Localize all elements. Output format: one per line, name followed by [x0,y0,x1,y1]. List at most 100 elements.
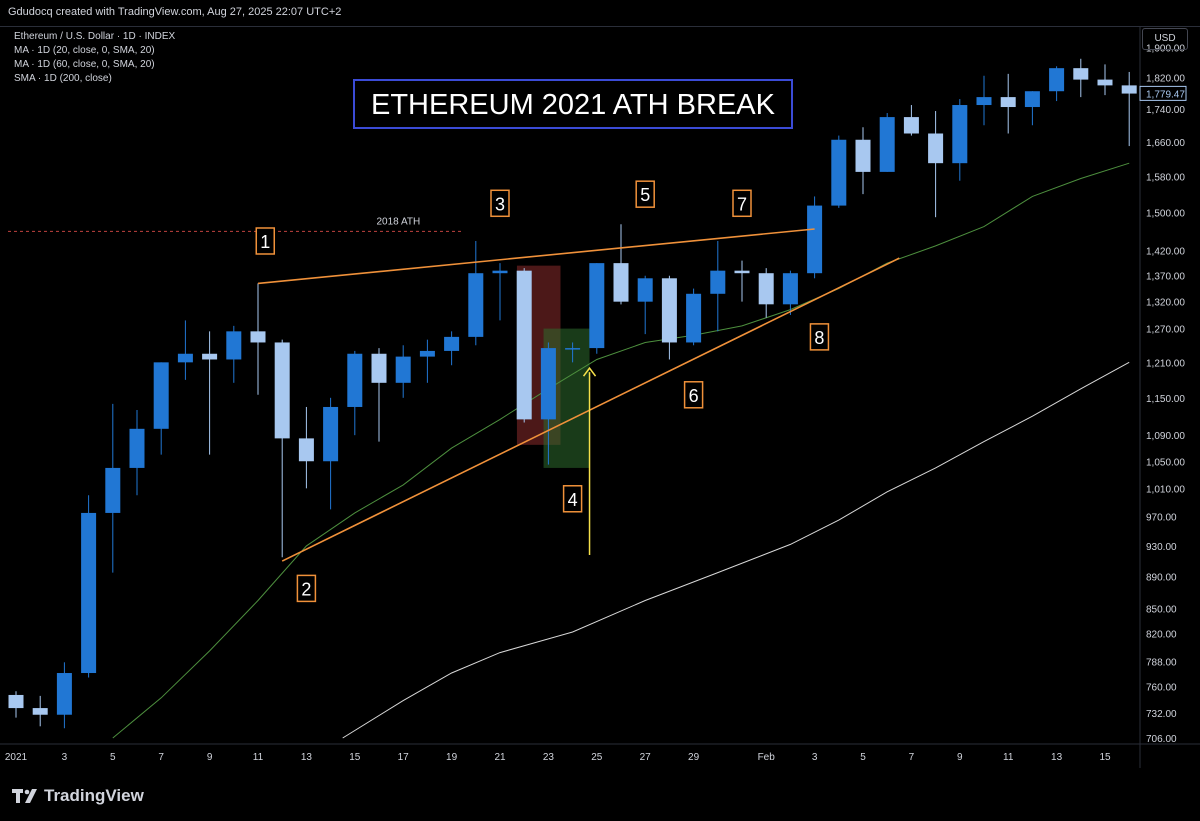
sma200-line [342,361,1130,739]
price-tick-label: 706.00 [1146,734,1177,745]
annotation-label-3: 3 [495,194,505,214]
candle-body [177,353,193,363]
candle-body [8,694,24,709]
time-tick-label: 9 [957,752,963,763]
price-tick-label: 1,660.00 [1146,138,1185,149]
candle-body [444,336,460,351]
candle-body [298,438,314,462]
candle-body [637,278,653,302]
candle-body [153,362,169,429]
candle-body [323,406,339,462]
time-tick-label: 7 [909,752,915,763]
price-tick-label: 1,740.00 [1146,105,1185,116]
legend-symbol[interactable]: Ethereum / U.S. Dollar · 1D · INDEX [14,31,176,42]
candle-body [928,133,944,164]
candle-body [879,117,895,172]
time-tick-label: 5 [860,752,866,763]
candle-body [1024,91,1040,108]
annotation-label-2: 2 [301,579,311,599]
price-tick-label: 970.00 [1146,513,1177,524]
candle-body [81,512,97,674]
price-tick-label: 1,580.00 [1146,172,1185,183]
annotation-box-6 [683,381,704,409]
candle-body [565,348,581,350]
candle-body [419,350,435,357]
time-tick-label: 13 [1051,752,1063,763]
candle-body [395,356,411,383]
time-tick-label: 27 [640,752,652,763]
annotation-box-3 [490,189,510,218]
time-tick-label: 21 [494,752,506,763]
annotation-label-6: 6 [689,386,699,406]
annotation-box-5 [635,180,655,208]
annotation-box-7 [732,189,752,218]
legend-ma60[interactable]: MA · 1D (60, close, 0, SMA, 20) [14,59,155,70]
time-tick-label: 23 [543,752,555,763]
last-price-tag [1139,85,1187,101]
annotation-label-8: 8 [814,328,824,348]
candle-body [807,205,823,274]
candle-body [1121,85,1137,94]
price-tick-label: 1,420.00 [1146,247,1185,258]
candle-body [516,270,532,420]
annotation-box-8 [809,323,830,351]
price-tick-label: 760.00 [1146,683,1177,694]
candle-body [274,342,290,439]
candle-body [1073,68,1089,80]
price-tick-label: 1,370.00 [1146,272,1185,283]
time-tick-label: 29 [688,752,700,763]
attribution-text: Gdudocq created with TradingView.com, Au… [8,6,342,18]
tradingview-logo-icon [12,789,37,803]
price-tick-label: 820.00 [1146,630,1177,641]
time-tick-label: 15 [349,752,361,763]
candle-body [734,270,750,274]
price-tick-label: 1,150.00 [1146,394,1185,405]
time-tick-label: 3 [812,752,818,763]
time-tick-label: 25 [591,752,603,763]
candle-body [782,273,798,305]
candle-body [976,97,992,106]
ath-2018-label: 2018 ATH [376,216,420,227]
legend-ma20[interactable]: MA · 1D (20, close, 0, SMA, 20) [14,45,155,56]
candle-body [540,348,556,420]
currency-button[interactable]: USD [1142,28,1188,50]
footer [0,768,1200,821]
legend-sma200[interactable]: SMA · 1D (200, close) [14,73,112,84]
candle-body [952,105,968,164]
candle-body [613,263,629,302]
candle-body [468,273,484,337]
candle-body [686,293,702,343]
trendline-upper [257,228,815,285]
time-tick-label: 7 [158,752,164,763]
candle-body [903,117,919,134]
candle-body [758,273,774,305]
time-tick-label: 5 [110,752,116,763]
candle-body [1097,79,1113,86]
annotation-label-7: 7 [737,194,747,214]
price-tick-label: 1,500.00 [1146,209,1185,220]
price-tick-label: 1,050.00 [1146,457,1185,468]
candle-body [250,331,266,343]
price-tick-label: 1,090.00 [1146,431,1185,442]
tradingview-logo[interactable]: TradingView [12,786,144,806]
candle-body [492,270,508,274]
candle-body [105,467,121,513]
candle-body [371,353,387,383]
price-tick-label: 1,820.00 [1146,74,1185,85]
price-tick-label: 788.00 [1146,657,1177,668]
candle-body [831,139,847,206]
time-tick-label: 11 [1003,752,1014,763]
price-tick-label: 930.00 [1146,542,1177,553]
chart-title: ETHEREUM 2021 ATH BREAK [371,89,776,121]
price-tick-label: 1,270.00 [1146,325,1185,336]
candle-body [1000,97,1016,108]
annotation-label-5: 5 [640,185,650,205]
chart-title-box [353,79,793,129]
annotation-box-1 [255,227,276,255]
price-tick-label: 1,320.00 [1146,298,1185,309]
time-tick-label: 19 [446,752,458,763]
candle-body [202,353,218,360]
tradingview-logo-text: TradingView [44,786,144,805]
candle-body [226,331,242,360]
